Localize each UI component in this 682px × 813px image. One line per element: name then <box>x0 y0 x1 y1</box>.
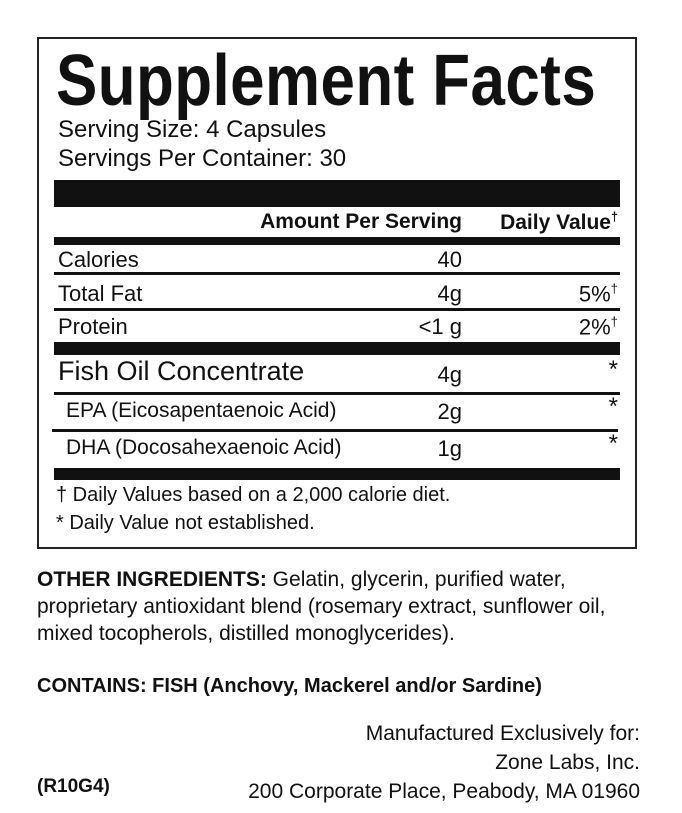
divider-bar <box>54 468 620 480</box>
daily-value-text: Daily Value <box>500 211 611 234</box>
row-dv: * <box>608 430 618 457</box>
footnote-daily-values: † Daily Values based on a 2,000 calorie … <box>56 484 451 506</box>
dagger-mark: † <box>610 314 618 329</box>
row-dv: * <box>608 356 618 383</box>
divider-line <box>54 392 620 395</box>
row-amount: 1g <box>437 436 462 461</box>
divider-bar <box>54 180 620 207</box>
dv-value: 2% <box>578 314 611 340</box>
divider-line <box>54 272 620 275</box>
other-ingredients-text: Gelatin, glycerin, purified water, propr… <box>37 568 606 645</box>
row-dv: 5%† <box>579 281 618 307</box>
label-code: (R10G4) <box>37 776 110 797</box>
other-ingredients-heading: OTHER INGREDIENTS: <box>37 568 267 591</box>
servings-per-container: Servings Per Container: 30 <box>58 145 347 172</box>
header-amount: Amount Per Serving <box>260 210 462 233</box>
divider-bar <box>54 342 620 355</box>
divider-bar <box>54 237 620 245</box>
footnote-not-established: * Daily Value not established. <box>56 512 315 534</box>
row-amount: 4g <box>437 281 462 306</box>
dv-value: 5% <box>578 281 611 307</box>
manufacturer-line1: Manufactured Exclusively for: <box>365 722 640 745</box>
serving-size: Serving Size: 4 Capsules <box>58 116 327 143</box>
manufacturer-address: 200 Corporate Place, Peabody, MA 01960 <box>248 780 640 803</box>
row-amount: 2g <box>437 399 462 424</box>
row-amount: 4g <box>437 362 462 387</box>
manufacturer-name: Zone Labs, Inc. <box>495 751 640 774</box>
other-ingredients: OTHER INGREDIENTS: Gelatin, glycerin, pu… <box>37 566 647 647</box>
divider-line <box>54 308 620 311</box>
header-daily-value: Daily Value† <box>500 210 618 235</box>
row-amount: 40 <box>437 247 462 272</box>
row-amount: <1 g <box>418 314 462 339</box>
row-name: EPA (Eicosapentaenoic Acid) <box>66 399 337 422</box>
row-name: Calories <box>58 247 139 272</box>
dagger-mark: † <box>610 210 618 224</box>
divider-line <box>52 429 618 432</box>
allergen-statement: CONTAINS: FISH (Anchovy, Mackerel and/or… <box>37 675 542 697</box>
row-name: Protein <box>58 314 128 339</box>
panel-title: Supplement Facts <box>56 41 597 121</box>
row-name: DHA (Docosahexaenoic Acid) <box>66 436 342 459</box>
row-dv: 2%† <box>579 314 618 340</box>
dagger-mark: † <box>610 281 618 296</box>
row-name: Fish Oil Concentrate <box>58 356 305 386</box>
supplement-facts-panel <box>37 37 637 549</box>
row-dv: * <box>608 393 618 420</box>
row-name: Total Fat <box>58 281 143 306</box>
